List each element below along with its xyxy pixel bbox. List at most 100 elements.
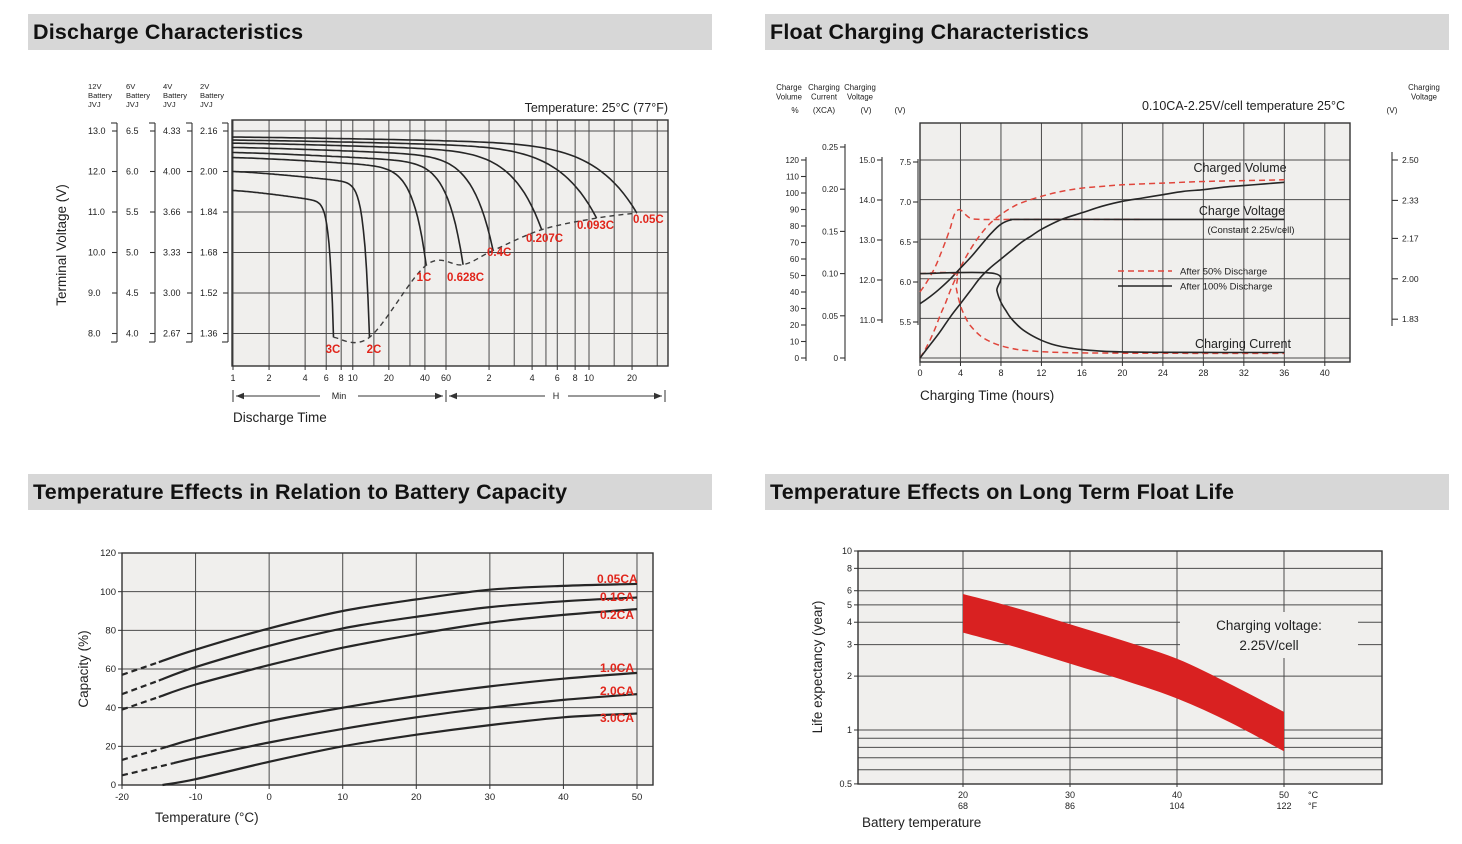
svg-text:14.0: 14.0 (859, 196, 875, 205)
svg-text:20: 20 (411, 792, 422, 803)
x-axis-label: Battery temperature (862, 815, 981, 830)
svg-text:50: 50 (790, 272, 800, 281)
svg-text:4: 4 (847, 617, 852, 627)
svg-text:20: 20 (958, 790, 968, 800)
svg-text:2C: 2C (367, 344, 382, 356)
float-charging-chart: ChargeVolume%120110100908070605040302010… (776, 83, 1440, 403)
svg-text:JVJ: JVJ (88, 100, 101, 109)
svg-text:4V: 4V (163, 82, 173, 91)
svg-text:80: 80 (790, 222, 800, 231)
svg-text:5.5: 5.5 (900, 318, 912, 327)
svg-text:4.33: 4.33 (163, 126, 181, 136)
svg-text:0.093C: 0.093C (577, 220, 614, 232)
svg-text:2: 2 (487, 373, 492, 383)
svg-text:1C: 1C (417, 272, 432, 284)
svg-text:1.0CA: 1.0CA (600, 661, 634, 675)
svg-text:Charging Current: Charging Current (1195, 337, 1291, 351)
svg-text:Current: Current (811, 93, 838, 102)
svg-text:20: 20 (384, 373, 394, 383)
svg-text:40: 40 (790, 288, 800, 297)
x-axis-label: Temperature (°C) (155, 810, 259, 825)
discharge-chart: 12VBatteryJVJ13.012.011.010.09.08.06VBat… (54, 82, 669, 425)
voltage-scales: 12VBatteryJVJ13.012.011.010.09.08.06VBat… (88, 82, 229, 343)
svg-text:100: 100 (100, 587, 116, 598)
svg-text:20: 20 (105, 742, 116, 753)
svg-text:1: 1 (847, 725, 852, 735)
svg-text:30: 30 (1065, 790, 1075, 800)
svg-text:8: 8 (339, 373, 344, 383)
life-expectancy-band (963, 594, 1284, 752)
svg-text:6: 6 (847, 586, 852, 596)
svg-text:86: 86 (1065, 801, 1075, 811)
svg-text:70: 70 (790, 239, 800, 248)
svg-text:JVJ: JVJ (200, 100, 213, 109)
svg-text:0.20: 0.20 (822, 185, 838, 194)
svg-text:68: 68 (958, 801, 968, 811)
temperature-annotation: Temperature: 25°C (77°F) (525, 101, 668, 115)
svg-text:20: 20 (1117, 368, 1127, 378)
svg-text:5: 5 (847, 600, 852, 610)
svg-text:60: 60 (105, 664, 116, 675)
svg-text:122: 122 (1276, 801, 1291, 811)
svg-text:°F: °F (1308, 801, 1318, 811)
svg-text:8: 8 (998, 368, 1003, 378)
svg-text:10: 10 (337, 792, 348, 803)
svg-text:6.0: 6.0 (126, 167, 139, 177)
svg-text:Charge Voltage: Charge Voltage (1199, 204, 1285, 218)
svg-text:8: 8 (573, 373, 578, 383)
svg-text:3C: 3C (326, 344, 341, 356)
charging-voltage-annotation: Charging voltage: (1216, 618, 1322, 633)
svg-text:3.66: 3.66 (163, 207, 181, 217)
svg-text:5.0: 5.0 (126, 248, 139, 258)
svg-text:(V): (V) (861, 106, 872, 115)
svg-text:Battery: Battery (126, 91, 150, 100)
svg-text:6: 6 (555, 373, 560, 383)
svg-text:12V: 12V (88, 82, 102, 91)
svg-text:6V: 6V (126, 82, 136, 91)
svg-text:12: 12 (1036, 368, 1046, 378)
svg-text:5.5: 5.5 (126, 207, 139, 217)
svg-text:3: 3 (847, 640, 852, 650)
svg-text:3.00: 3.00 (163, 288, 181, 298)
svg-text:Charging: Charging (808, 83, 840, 92)
svg-text:8.0: 8.0 (88, 329, 101, 339)
svg-text:1: 1 (230, 373, 235, 383)
svg-text:24: 24 (1158, 368, 1168, 378)
svg-text:11.0: 11.0 (860, 316, 876, 325)
left-scales: ChargeVolume%120110100908070605040302010… (776, 83, 919, 363)
svg-text:Min: Min (332, 391, 347, 401)
svg-text:%: % (791, 106, 798, 115)
svg-text:3.0CA: 3.0CA (600, 711, 634, 725)
svg-text:10.0: 10.0 (88, 248, 106, 258)
svg-text:1.36: 1.36 (200, 329, 218, 339)
svg-text:50: 50 (632, 792, 643, 803)
section-header-float-charging: Float Charging Characteristics (765, 14, 1449, 50)
svg-text:Voltage: Voltage (1411, 93, 1437, 102)
section-header-float-life: Temperature Effects on Long Term Float L… (765, 474, 1449, 510)
svg-text:2.17: 2.17 (1402, 233, 1419, 243)
svg-text:Volume: Volume (776, 93, 802, 102)
x-axis-label: Discharge Time (233, 410, 327, 425)
discharge-curves (232, 136, 638, 338)
svg-text:50: 50 (1279, 790, 1289, 800)
svg-text:36: 36 (1279, 368, 1289, 378)
svg-text:80: 80 (105, 626, 116, 637)
svg-text:90: 90 (790, 206, 800, 215)
svg-text:28: 28 (1198, 368, 1208, 378)
svg-text:2.00: 2.00 (1402, 274, 1419, 284)
svg-text:2: 2 (847, 671, 852, 681)
svg-text:110: 110 (786, 173, 799, 182)
svg-text:1.52: 1.52 (200, 288, 218, 298)
y-axis: 10 8 6 5 4 3 2 1 0.5 (839, 546, 858, 789)
svg-text:2.16: 2.16 (200, 126, 218, 136)
svg-text:4.00: 4.00 (163, 167, 181, 177)
svg-text:100: 100 (785, 189, 799, 198)
svg-text:4: 4 (958, 368, 963, 378)
svg-text:20: 20 (627, 373, 637, 383)
discharge-plot (231, 119, 669, 367)
svg-text:10: 10 (584, 373, 594, 383)
svg-text:H: H (553, 391, 560, 401)
svg-text:After 50% Discharge: After 50% Discharge (1180, 267, 1267, 278)
